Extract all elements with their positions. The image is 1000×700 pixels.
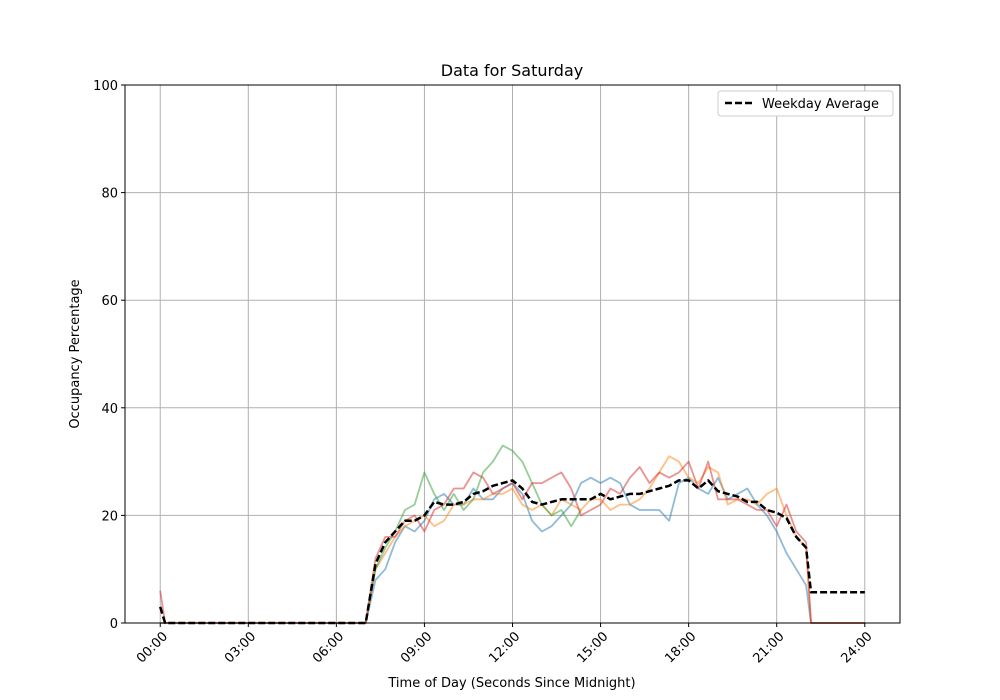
x-tick-label: 00:00 xyxy=(134,629,171,666)
x-tick-label: 15:00 xyxy=(574,629,611,666)
x-tick-label: 12:00 xyxy=(486,629,523,666)
legend: Weekday Average xyxy=(717,90,894,117)
x-tick-label: 03:00 xyxy=(222,629,259,666)
x-tick-label: 09:00 xyxy=(398,629,435,666)
series-lines xyxy=(159,444,865,625)
series-line-weekday-average xyxy=(159,479,865,625)
y-tick-label: 0 xyxy=(110,617,118,632)
x-tick-label: 21:00 xyxy=(750,629,787,666)
chart-title: Data for Saturday xyxy=(441,61,583,80)
y-axis-label: Occupancy Percentage xyxy=(68,279,83,428)
y-tick-label: 20 xyxy=(101,509,118,524)
x-axis-label: Time of Day (Seconds Since Midnight) xyxy=(387,676,635,691)
x-tick-label: 06:00 xyxy=(310,629,347,666)
series-line-2 xyxy=(364,444,582,624)
y-tick-label: 80 xyxy=(101,187,118,202)
series-line-1 xyxy=(160,455,865,624)
y-tick-label: 40 xyxy=(101,402,118,417)
x-axis: 00:00 03:00 06:00 09:00 12:00 15:00 18:00 21:00… xyxy=(134,623,876,666)
series-line-3 xyxy=(159,460,865,624)
y-axis: 0 20 40 60 80 100 xyxy=(93,79,125,632)
x-tick-label: 24:00 xyxy=(839,629,876,666)
grid xyxy=(125,84,900,624)
x-tick-label: 18:00 xyxy=(662,629,699,666)
legend-label-weekday-average: Weekday Average xyxy=(762,97,879,112)
y-tick-label: 100 xyxy=(93,79,118,94)
legend-box xyxy=(717,90,894,117)
y-tick-label: 60 xyxy=(101,294,118,309)
